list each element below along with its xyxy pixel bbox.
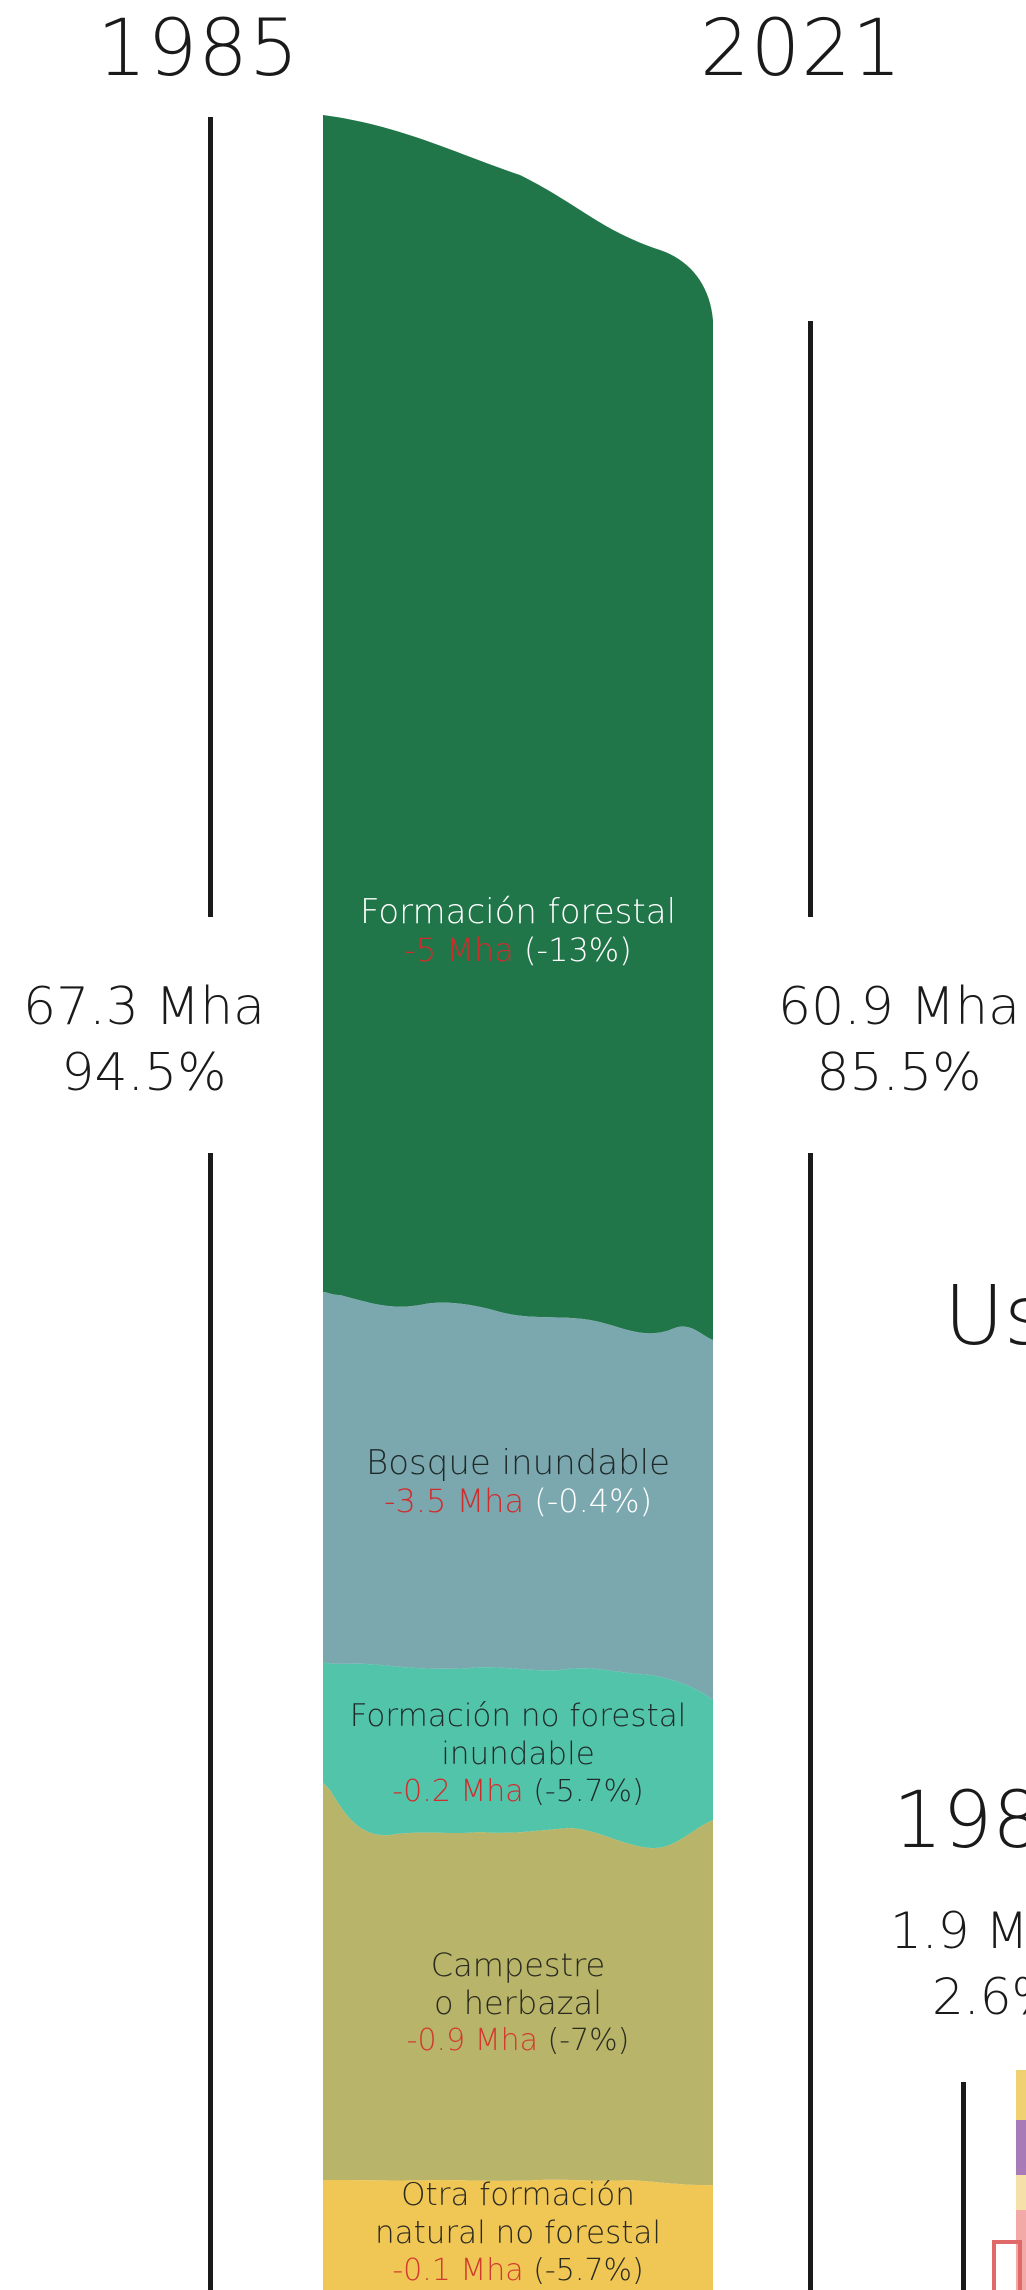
- partial-outline: [992, 2240, 1022, 2290]
- change-value-noforestal: -0.2 Mha: [392, 1774, 524, 1809]
- total-end-pct: 85.5%: [816, 1043, 982, 1103]
- area-bosque-inundable: [323, 1292, 713, 1700]
- partial-area: 1.9 M: [890, 1902, 1026, 1960]
- year-start-label: 1985: [97, 4, 300, 94]
- change-value-bosque: -3.5 Mha: [383, 1482, 525, 1520]
- label-campestre-line2: o herbazal: [433, 1984, 603, 2022]
- label-formacion-no-forestal-inundable: Formación no forestal inundable -0.2 Mha…: [323, 1697, 713, 1811]
- partial-stack-seg-2: [1016, 2120, 1026, 2175]
- change-pct-otra: (-5.7%): [533, 2253, 644, 2288]
- partial-stack-seg-1: [1016, 2070, 1026, 2120]
- label-bosque-inundable-change: -3.5 Mha (-0.4%): [323, 1482, 713, 1520]
- partial-axis-line: [961, 2082, 966, 2290]
- total-end: 60.9 Mha 85.5%: [760, 974, 1026, 1106]
- label-formacion-forestal-change: -5 Mha (-13%): [323, 931, 713, 969]
- label-otra-line2: natural no forestal: [374, 2215, 662, 2251]
- right-axis-line-lower: [808, 1153, 813, 2290]
- partial-stack-seg-3: [1016, 2175, 1026, 2210]
- right-axis-line-upper: [808, 321, 813, 917]
- left-axis-line-lower: [208, 1153, 213, 2290]
- area-formacion-no-forestal-inundable: [323, 1662, 713, 1849]
- total-start-area: 67.3 Mha: [23, 977, 265, 1037]
- year-end-label: 2021: [700, 4, 903, 94]
- change-pct-noforestal: (-5.7%): [533, 1774, 644, 1809]
- label-noforestal-line2: inundable: [441, 1736, 595, 1772]
- label-otra-line1: Otra formación: [401, 2177, 635, 2213]
- area-formacion-forestal: [323, 115, 713, 1340]
- label-bosque-inundable-name: Bosque inundable: [365, 1443, 671, 1483]
- change-pct-forestal: (-13%): [524, 931, 632, 969]
- label-noforestal-change: -0.2 Mha (-5.7%): [323, 1773, 713, 1811]
- area-campestre-herbazal: [323, 1782, 713, 2186]
- change-pct-campestre: (-7%): [547, 2023, 630, 2058]
- change-value-forestal: -5 Mha: [404, 931, 514, 969]
- area-otra-formacion-natural-no-forestal: [323, 2179, 713, 2290]
- label-campestre-line1: Campestre: [430, 1946, 606, 1984]
- partial-pct: 2.6%: [932, 1968, 1026, 2026]
- label-otra-formacion: Otra formación natural no forestal -0.1 …: [323, 2176, 713, 2290]
- change-pct-bosque: (-0.4%): [534, 1482, 653, 1520]
- change-value-campestre: -0.9 Mha: [406, 2023, 538, 2058]
- label-campestre-herbazal: Campestre o herbazal -0.9 Mha (-7%): [323, 1946, 713, 2060]
- total-start: 67.3 Mha 94.5%: [0, 974, 288, 1106]
- left-axis-line-upper: [208, 117, 213, 917]
- label-formacion-forestal: Formación forestal -5 Mha (-13%): [323, 893, 713, 969]
- partial-heading-us: Us: [944, 1269, 1026, 1364]
- label-formacion-forestal-name: Formación forestal: [359, 892, 677, 932]
- total-start-pct: 94.5%: [61, 1043, 227, 1103]
- label-bosque-inundable: Bosque inundable -3.5 Mha (-0.4%): [323, 1444, 713, 1520]
- label-campestre-change: -0.9 Mha (-7%): [323, 2022, 713, 2060]
- partial-year: 198: [893, 1776, 1026, 1866]
- total-end-area: 60.9 Mha: [778, 977, 1020, 1037]
- label-noforestal-line1: Formación no forestal: [349, 1698, 687, 1734]
- label-otra-change: -0.1 Mha (-5.7%): [323, 2252, 713, 2290]
- change-value-otra: -0.1 Mha: [392, 2253, 524, 2288]
